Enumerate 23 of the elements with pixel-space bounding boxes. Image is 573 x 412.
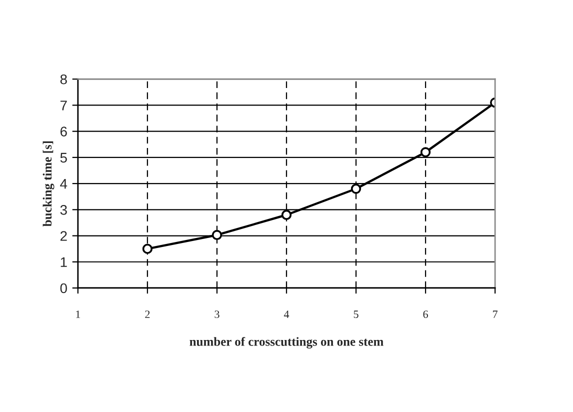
y-tick-label: 1 <box>60 257 67 267</box>
x-tick-label: 1 <box>76 310 80 318</box>
y-tick-label: 6 <box>60 126 67 136</box>
y-tick-label: 0 <box>60 283 67 294</box>
point <box>212 230 222 240</box>
y-tick-label: 7 <box>60 100 67 110</box>
x-tick-label: 3 <box>214 310 220 318</box>
x-axis-title: number of crosscuttings on one stem <box>190 336 384 349</box>
x-tick-label: 7 <box>493 310 498 318</box>
point <box>420 147 431 158</box>
x-tick-label: 5 <box>354 310 358 318</box>
y-tick-label: 5 <box>60 152 67 163</box>
x-tick-label: 4 <box>284 310 290 318</box>
y-tick-label: 2 <box>60 231 67 241</box>
y-tick-label: 4 <box>60 179 68 189</box>
y-tick-label: 3 <box>60 204 67 215</box>
x-tick-label: 6 <box>423 310 428 318</box>
y-axis-title: bucking time [s] <box>42 141 54 226</box>
y-tick-label: 8 <box>60 74 67 84</box>
point <box>350 184 362 194</box>
point <box>142 244 153 254</box>
x-tick-label: 2 <box>145 310 150 318</box>
point <box>281 210 292 220</box>
